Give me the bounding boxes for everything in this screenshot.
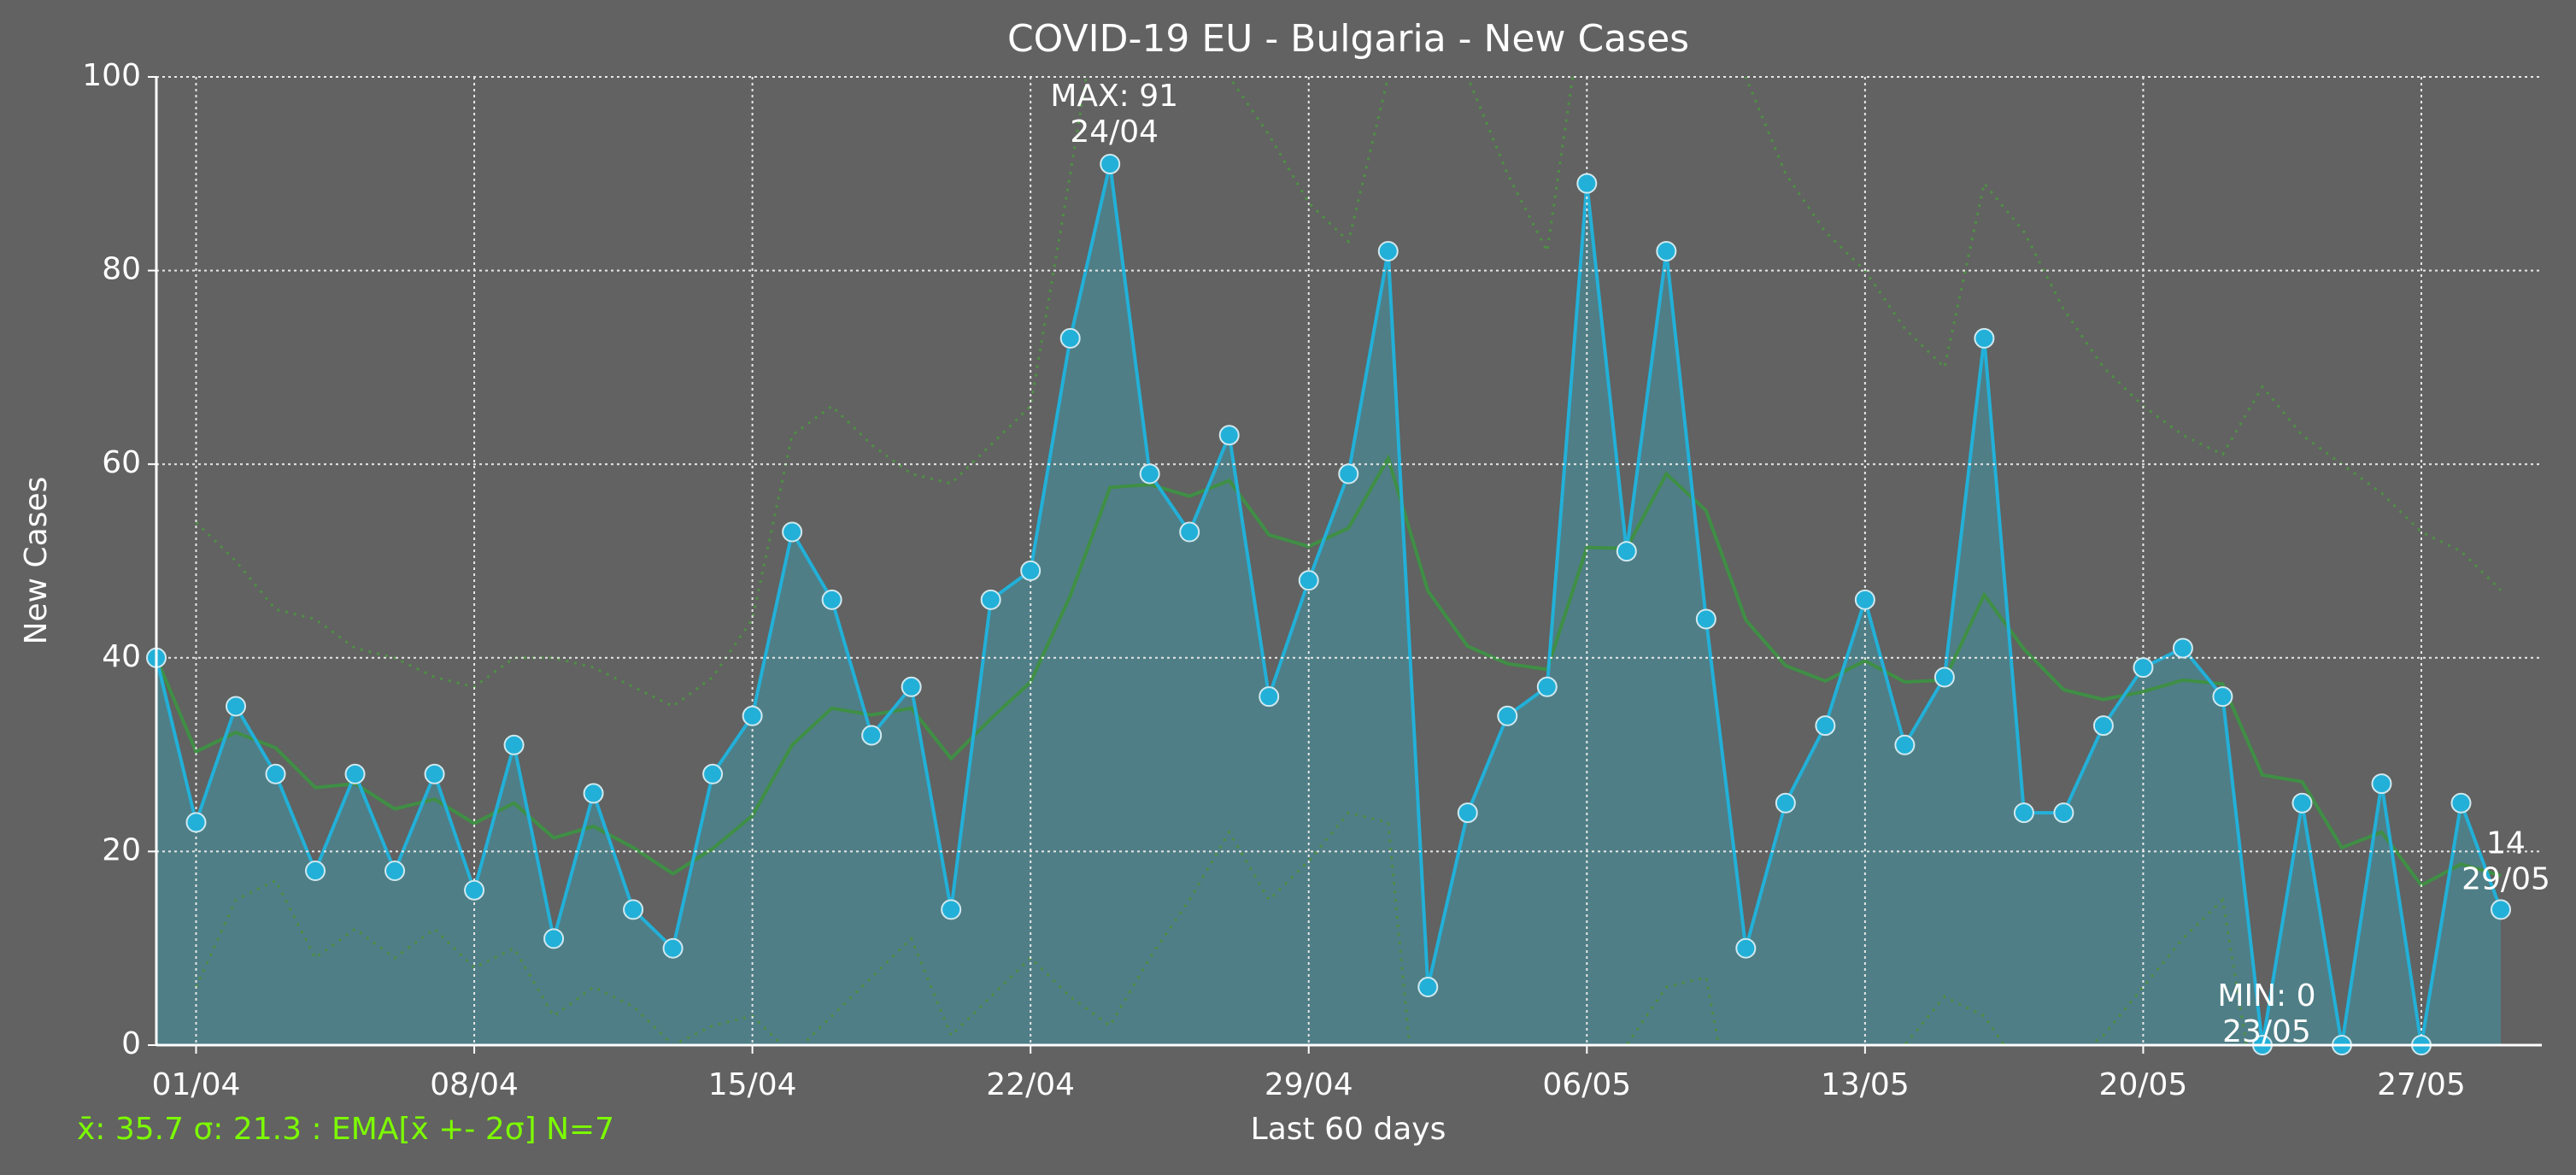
max-label: MAX: 91 (1050, 79, 1178, 114)
point (662, 937, 684, 959)
point (1259, 686, 1280, 708)
x-tick-label: 20/05 (2099, 1067, 2188, 1102)
point (2013, 802, 2034, 824)
x-axis-label: Last 60 days (1251, 1112, 1446, 1147)
lower-line (195, 811, 2248, 1045)
point (861, 725, 883, 746)
point (1933, 667, 1955, 688)
point (1616, 541, 1637, 562)
point (1059, 327, 1081, 349)
point (1775, 792, 1796, 814)
point (384, 861, 406, 882)
point (1536, 676, 1558, 697)
last-value: 14 (2486, 825, 2526, 861)
x-tick-label: 06/05 (1542, 1067, 1631, 1102)
x-tick-label: 27/05 (2377, 1067, 2466, 1102)
point (941, 899, 962, 920)
y-tick-label: 40 (102, 639, 141, 674)
point (901, 676, 922, 697)
point (1377, 240, 1399, 261)
point (2212, 686, 2233, 708)
x-tick-label: 22/04 (986, 1067, 1075, 1102)
point (1218, 425, 1240, 446)
point (226, 696, 247, 717)
x-tick-label: 13/05 (1821, 1067, 1910, 1102)
point (464, 879, 485, 901)
point (1695, 608, 1716, 630)
footer-stats: x̄: 35.7 σ: 21.3 : EMA[x̄ +- 2σ] N=7 (77, 1112, 614, 1147)
point (2491, 899, 2511, 920)
y-axis-label: New Cases (19, 477, 54, 645)
point (1497, 705, 1518, 726)
point (1100, 153, 1121, 174)
point (702, 763, 724, 784)
point (782, 521, 803, 543)
y-tick-label: 60 (102, 445, 141, 480)
point (503, 734, 525, 755)
point (1179, 521, 1200, 543)
point (1298, 570, 1319, 591)
y-tick-label: 100 (82, 58, 141, 93)
point (1338, 463, 1359, 485)
chart-title: COVID-19 EU - Bulgaria - New Cases (1007, 17, 1689, 61)
point (344, 763, 366, 784)
x-tick-label: 29/04 (1265, 1067, 1353, 1102)
point (742, 705, 763, 726)
upper-line (195, 77, 2503, 708)
ema-line (156, 454, 2502, 888)
y-tick-label: 20 (102, 832, 141, 867)
point (1854, 589, 1875, 610)
point (543, 928, 565, 949)
point (583, 783, 604, 804)
max-date: 24/04 (1070, 115, 1159, 150)
point (2092, 715, 2114, 737)
min-date: 23/05 (2222, 1014, 2311, 1049)
point (1656, 240, 1677, 261)
point (305, 861, 326, 882)
point (185, 812, 207, 833)
point (980, 589, 1001, 610)
point (1417, 977, 1439, 998)
point (1139, 463, 1160, 485)
line (156, 163, 2503, 1045)
point (1020, 560, 1042, 581)
last-date: 29/05 (2462, 861, 2550, 896)
y-tick-label: 80 (102, 252, 141, 287)
y-tick-label: 0 (121, 1026, 141, 1061)
point (2291, 792, 2313, 814)
point (1815, 715, 1836, 737)
point (2371, 773, 2392, 795)
point (1894, 734, 1916, 755)
point (2053, 802, 2074, 824)
x-tick-label: 08/04 (430, 1067, 519, 1102)
point (2133, 657, 2154, 679)
point (821, 589, 842, 610)
point (424, 763, 445, 784)
x-tick-label: 15/04 (708, 1067, 797, 1102)
point (2450, 792, 2472, 814)
point (265, 763, 286, 784)
point (1735, 937, 1757, 959)
point (1576, 173, 1598, 194)
point (1974, 327, 1995, 349)
min-label: MIN: 0 (2217, 978, 2315, 1013)
point (623, 899, 644, 920)
x-tick-label: 01/04 (152, 1067, 241, 1102)
plot-area (156, 77, 2503, 1045)
point (2172, 637, 2193, 659)
point (1457, 802, 1478, 824)
